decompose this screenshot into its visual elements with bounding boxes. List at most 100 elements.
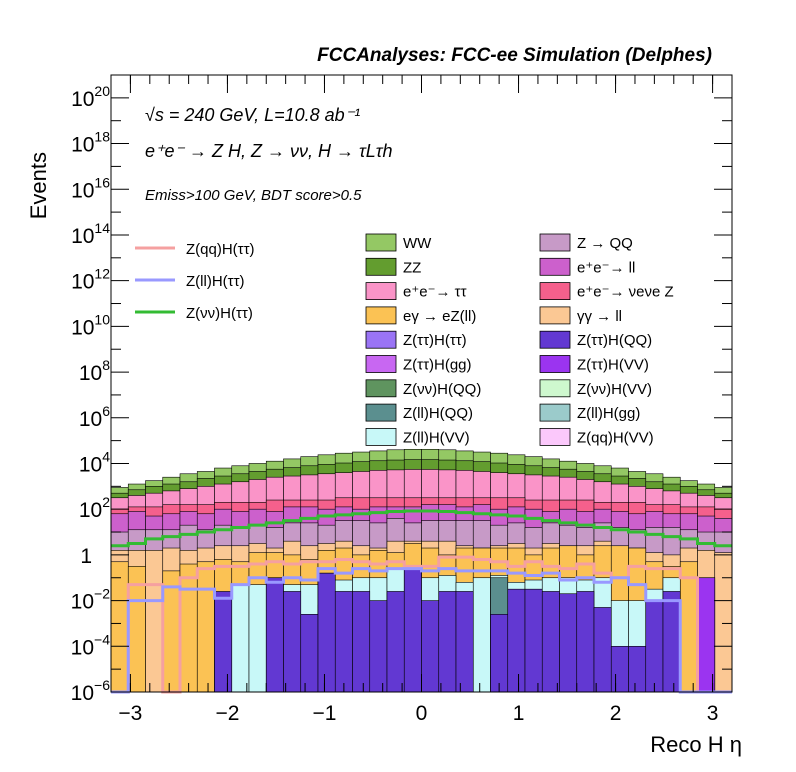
stack-bar: [645, 600, 664, 693]
legend-label: γγ → ll: [577, 308, 622, 325]
legend-label: e⁺e⁻→ νeνe Z: [577, 284, 674, 301]
legend-label: Z(νν)H(ττ): [186, 305, 253, 322]
legend-swatch: [539, 403, 571, 422]
legend-label: Z(ll)H(VV): [403, 429, 470, 446]
stack-bar: [507, 588, 526, 693]
stack-bar: [369, 600, 388, 693]
x-tick-label: −3: [118, 702, 142, 725]
legend-label: ZZ: [403, 259, 421, 276]
legend-label: WW: [403, 235, 432, 252]
stack-bar: [679, 561, 698, 693]
stack-bar: [179, 563, 198, 693]
stack-bar: [386, 591, 405, 693]
legend-label: e⁺e⁻→ ll: [577, 259, 635, 276]
legend-swatch: [365, 379, 397, 398]
stack-bar: [317, 572, 336, 693]
legend-swatch: [539, 282, 571, 301]
stack-bar: [662, 591, 681, 693]
stack-bar: [490, 614, 509, 693]
legend-swatch: [539, 330, 571, 349]
stack-bar: [265, 577, 284, 693]
legend-swatch: [539, 379, 571, 398]
stack-bar: [300, 614, 319, 693]
legend-swatch: [365, 233, 397, 252]
legend-swatch: [539, 233, 571, 252]
y-tick-label: 1014: [71, 220, 110, 248]
stack-bar: [248, 584, 267, 693]
stack-bar: [593, 607, 612, 693]
legend-label: Z(ττ)H(VV): [577, 357, 649, 374]
legend-label: Z(ττ)H(gg): [403, 357, 472, 374]
stack-bar: [196, 561, 215, 693]
legend-label: Z(ll)H(gg): [577, 405, 640, 422]
y-tick-label: 1012: [71, 266, 110, 294]
stack-histogram: [110, 449, 733, 693]
stack-bar: [455, 591, 474, 693]
legend-label: Z(νν)H(QQ): [403, 381, 481, 398]
stack-layer: [214, 568, 681, 693]
y-tick-label: 10−4: [71, 631, 111, 659]
legend-label: Z → QQ: [577, 235, 633, 252]
stack-bar: [334, 591, 353, 693]
stack-bar: [438, 591, 457, 693]
chart-title: FCCAnalyses: FCC-ee Simulation (Delphes): [317, 45, 712, 66]
legend: Z(qq)H(ττ) Z(ll)H(ττ) Z(νν)H(ττ) WW Z → QQ ZZ…: [135, 233, 674, 446]
axis-ticks: −3 −2 −1 0 1 2 3 10−6 10−4 10−2 1 102 104 106 108 1010 1…: [71, 74, 733, 725]
y-tick-label: 108: [79, 357, 110, 385]
y-tick-label: 1020: [71, 83, 110, 111]
stack-bar: [145, 550, 164, 693]
x-tick-label: −1: [312, 702, 336, 725]
legend-label: Z(νν)H(VV): [577, 381, 652, 398]
y-tick-label: 1018: [71, 129, 110, 157]
annotation-cuts: Emiss>100 GeV, BDT score>0.5: [145, 187, 362, 204]
stack-bar: [576, 591, 595, 693]
x-tick-label: 3: [707, 702, 719, 725]
legend-swatch: [539, 427, 571, 446]
legend-label: Z(ll)H(QQ): [403, 405, 473, 422]
x-tick-label: 0: [416, 702, 428, 725]
x-axis-label: Reco H η: [650, 732, 742, 757]
legend-label: e⁺e⁻→ ττ: [403, 284, 467, 301]
y-tick-label: 10−6: [71, 677, 111, 705]
stack-bar: [714, 552, 733, 693]
y-tick-label: 106: [79, 403, 110, 431]
legend-swatch: [539, 355, 571, 373]
legend-label: Z(qq)H(ττ): [186, 241, 255, 258]
stack-bar: [559, 593, 578, 693]
legend-label: Z(ττ)H(QQ): [577, 332, 652, 349]
stack-bar: [610, 645, 629, 693]
stack-bar: [472, 577, 491, 693]
legend-swatch: [539, 306, 571, 325]
stack-bar: [283, 591, 302, 693]
x-tick-label: 1: [513, 702, 525, 725]
legend-swatch: [365, 330, 397, 349]
annotation-process: e⁺e⁻ → Z H, Z → νν, H → τLτh: [145, 141, 393, 161]
x-tick-label: −2: [215, 702, 239, 725]
legend-label: Z(qq)H(VV): [577, 429, 654, 446]
y-tick-label: 1016: [71, 174, 110, 202]
annotation-energy: √s = 240 GeV, L=10.8 ab⁻¹: [145, 105, 360, 125]
stack-bar: [541, 591, 560, 693]
stack-bar: [524, 588, 543, 693]
stack-bar: [421, 600, 440, 693]
stack-bar: [628, 645, 647, 693]
stack-bar: [231, 584, 250, 693]
y-tick-label: 102: [79, 494, 110, 522]
legend-swatch: [365, 282, 397, 301]
stack-bar: [352, 591, 371, 693]
legend-swatch: [365, 306, 397, 325]
legend-label: Z(ττ)H(ττ): [403, 332, 467, 349]
legend-label: eγ → eZ(ll): [403, 308, 476, 325]
stack-bar: [214, 591, 233, 693]
legend-label: Z(ll)H(ττ): [186, 273, 245, 290]
legend-swatch: [365, 403, 397, 422]
y-tick-label: 1010: [71, 311, 110, 339]
signal-lines: [111, 509, 732, 694]
legend-swatch: [365, 257, 397, 276]
legend-swatch: [539, 257, 571, 276]
legend-swatch: [365, 427, 397, 446]
stack-bar: [110, 561, 129, 693]
y-tick-label: 1: [80, 545, 92, 568]
stack-bar: [162, 570, 181, 693]
